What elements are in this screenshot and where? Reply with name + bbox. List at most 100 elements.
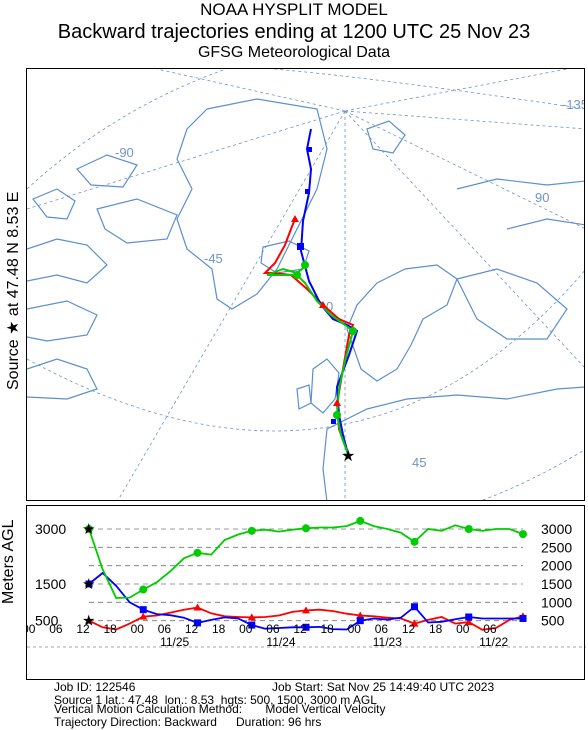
altitude-panel: ★ ★ ★ 3000 2500 2000 1500 1000 500 3000 1500 500 06… — [0, 505, 586, 680]
data-point — [85, 616, 93, 624]
data-point — [85, 580, 93, 588]
data-point — [410, 537, 419, 546]
duration: Duration: 96 hrs — [236, 715, 322, 729]
y-right-tick-label: 1500 — [541, 576, 572, 592]
data-point — [139, 606, 147, 614]
map-marker — [349, 327, 357, 335]
y-left-tick-label: 3000 — [35, 521, 66, 537]
grid-label-minus90: -90 — [115, 145, 134, 160]
data-point — [248, 621, 256, 629]
x-date-label: 11/25 — [160, 635, 189, 649]
map-marker — [293, 271, 301, 279]
altitude-gridlines — [27, 528, 586, 648]
vertical-motion-method: Vertical Motion Calculation Method: Mode… — [54, 702, 386, 716]
map-marker — [301, 261, 309, 269]
trajectory-map: -135 -90 90 -45 45 0 ★ — [26, 68, 585, 501]
x-hour-tick-label: 12 — [293, 622, 307, 636]
grid-label-45: 45 — [412, 455, 426, 470]
y-right-tick-label: 500 — [541, 613, 565, 629]
x-hour-tick-label: 18 — [103, 622, 117, 636]
x-hour-tick-label: 12 — [185, 622, 199, 636]
source-location-label: Source ★ at 47.48 N 8.53 E — [5, 191, 22, 390]
x-date-label: 11/22 — [479, 635, 508, 649]
x-hour-tick-label: 18 — [429, 622, 443, 636]
y-axis-label: Meters AGL — [0, 519, 17, 604]
source-star-icon: ★ — [82, 521, 95, 538]
x-hour-tick-label: 12 — [76, 622, 90, 636]
data-point — [356, 516, 365, 525]
y-left-tick-label: 500 — [35, 613, 59, 629]
y-left-tick-label: 1500 — [35, 576, 66, 592]
map-marker — [305, 189, 310, 194]
source-info: Source 1 lat.: 47.48 lon.: 8.53 hgts: 50… — [54, 693, 377, 707]
source-star-icon: ★ — [341, 448, 355, 465]
x-date-label: 11/23 — [373, 635, 402, 649]
grid-label-0: 0 — [326, 299, 333, 314]
chart-title-line1: NOAA HYSPLIT MODEL — [200, 0, 388, 19]
x-hour-tick-label: 06 — [49, 622, 63, 636]
data-point — [302, 606, 310, 614]
map-graticule — [27, 69, 584, 500]
source-star-icon: ★ — [82, 613, 95, 630]
chart-title-line3: GFSG Meteorological Data — [197, 44, 391, 61]
altitude-series: ★ ★ ★ — [82, 516, 527, 631]
data-point — [465, 613, 473, 621]
map-marker — [333, 399, 341, 406]
job-start: Job Start: Sat Nov 25 14:49:40 UTC 2023 — [272, 680, 495, 694]
altitude-chart: ★★★ 300025002000150010005003000150050006… — [0, 516, 586, 649]
y-right-tick-label: 1000 — [541, 594, 572, 610]
x-hour-tick-label: 00 — [27, 622, 36, 636]
grid-label-minus135: -135 — [562, 97, 585, 112]
series-line — [88, 519, 524, 599]
y-right-tick-label: 3000 — [541, 521, 572, 537]
trajectory-direction: Trajectory Direction: Backward — [54, 715, 217, 729]
x-hour-tick-label: 00 — [348, 622, 362, 636]
grid-label-minus45: -45 — [204, 251, 223, 266]
data-point — [139, 585, 148, 594]
data-point — [193, 548, 202, 557]
x-hour-tick-label: 06 — [375, 622, 389, 636]
data-point — [302, 524, 310, 533]
map-marker — [331, 419, 336, 424]
y-right-tick-label: 2000 — [541, 558, 572, 574]
data-point — [411, 603, 418, 611]
data-point — [193, 603, 202, 611]
x-hour-tick-label: 00 — [131, 622, 145, 636]
x-hour-tick-label: 18 — [320, 622, 334, 636]
map-marker — [297, 243, 304, 250]
map-marker — [307, 147, 312, 152]
map-markers — [291, 147, 357, 424]
job-id: Job ID: 122546 — [54, 680, 136, 694]
data-point — [410, 619, 419, 627]
data-point — [247, 613, 256, 621]
x-date-label: 11/24 — [266, 635, 295, 649]
map-trajectories — [262, 128, 359, 455]
data-point — [519, 530, 527, 539]
map-marker — [291, 215, 299, 222]
x-hour-tick-label: 06 — [266, 622, 280, 636]
x-hour-tick-label: 00 — [456, 622, 470, 636]
map-marker — [333, 411, 341, 419]
data-point — [519, 614, 527, 622]
data-point — [464, 618, 473, 626]
map-marker — [319, 301, 327, 308]
data-point — [464, 525, 473, 533]
data-point — [194, 619, 201, 627]
x-hour-tick-label: 06 — [158, 622, 172, 636]
data-point — [85, 525, 93, 533]
map-coastlines — [27, 98, 584, 500]
data-point — [139, 612, 148, 620]
data-point — [302, 623, 310, 631]
chart-title-line2: Backward trajectories ending at 1200 UTC… — [57, 21, 531, 43]
x-hour-tick-label: 06 — [483, 622, 497, 636]
y-right-tick-label: 2500 — [541, 539, 572, 555]
x-hour-tick-label: 12 — [402, 622, 416, 636]
x-hour-tick-label: 18 — [212, 622, 226, 636]
map-svg: -135 -90 90 -45 45 0 ★ — [27, 69, 585, 500]
data-point — [356, 617, 364, 625]
x-hour-tick-label: 00 — [239, 622, 253, 636]
altitude-tick-labels: 3000250020001500100050030001500500060018… — [0, 521, 572, 649]
data-point — [247, 526, 256, 535]
grid-label-90: 90 — [535, 190, 549, 205]
data-point — [356, 611, 365, 619]
